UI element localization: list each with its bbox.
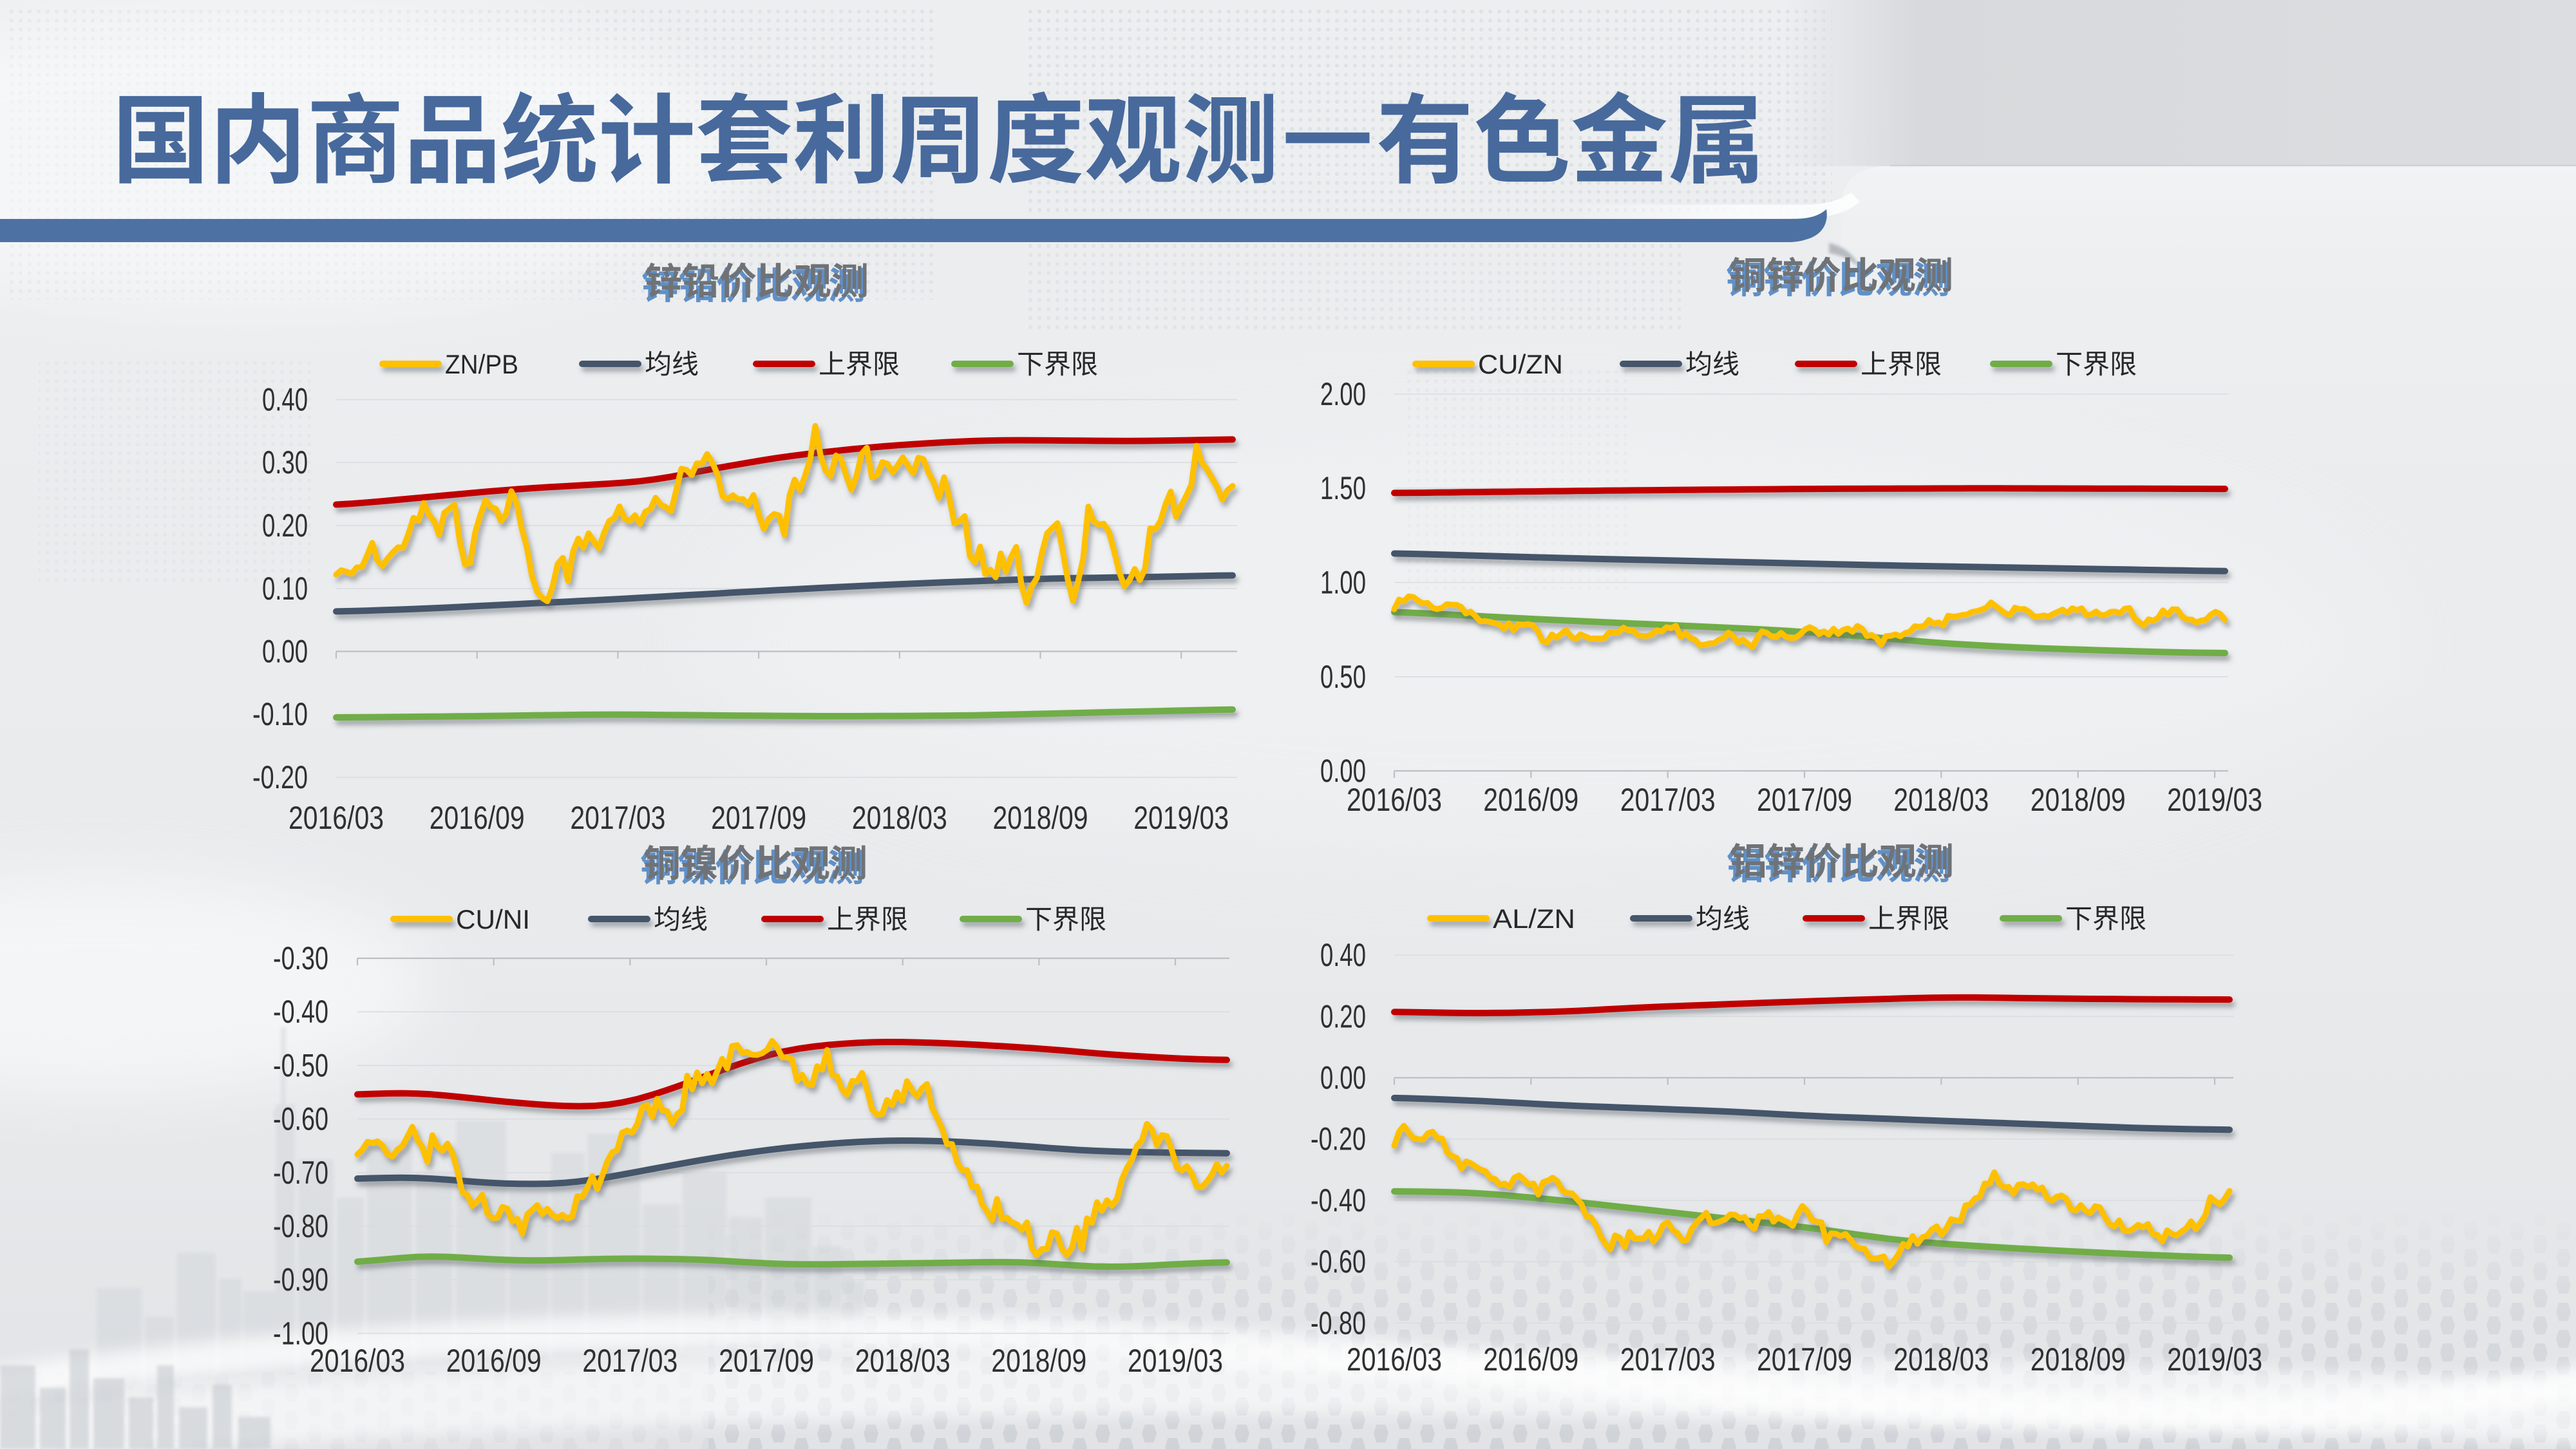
svg-text:2019/03: 2019/03 — [1128, 1343, 1223, 1379]
svg-text:ZN/PB: ZN/PB — [445, 349, 518, 379]
svg-text:-0.10: -0.10 — [252, 696, 308, 732]
svg-text:AL/ZN: AL/ZN — [1493, 904, 1575, 934]
svg-text:0.50: 0.50 — [1320, 659, 1366, 695]
svg-text:2018/03: 2018/03 — [1893, 1341, 1989, 1378]
svg-text:2.00: 2.00 — [1320, 376, 1366, 412]
svg-text:0.20: 0.20 — [1320, 998, 1366, 1034]
svg-text:2019/03: 2019/03 — [1133, 800, 1229, 836]
svg-text:CU/NI: CU/NI — [456, 904, 530, 934]
svg-text:-0.60: -0.60 — [273, 1101, 328, 1137]
svg-text:2016/09: 2016/09 — [430, 800, 525, 836]
svg-text:1.50: 1.50 — [1320, 470, 1366, 506]
svg-text:2019/03: 2019/03 — [2167, 782, 2262, 818]
svg-text:2018/03: 2018/03 — [855, 1343, 951, 1379]
svg-text:-0.50: -0.50 — [273, 1047, 328, 1083]
svg-text:2016/03: 2016/03 — [289, 800, 384, 836]
svg-text:-0.60: -0.60 — [1311, 1244, 1366, 1280]
svg-text:0.40: 0.40 — [262, 382, 308, 418]
svg-text:-0.70: -0.70 — [273, 1155, 328, 1191]
svg-text:CU/ZN: CU/ZN — [1478, 349, 1563, 379]
svg-text:2017/03: 2017/03 — [1620, 1341, 1716, 1378]
svg-text:2017/09: 2017/09 — [1757, 782, 1852, 818]
svg-text:2017/03: 2017/03 — [1620, 782, 1716, 818]
svg-text:0.20: 0.20 — [262, 507, 308, 544]
svg-text:2016/03: 2016/03 — [310, 1343, 405, 1379]
svg-text:-0.90: -0.90 — [273, 1262, 328, 1298]
svg-text:2018/09: 2018/09 — [2031, 782, 2126, 818]
svg-text:2018/03: 2018/03 — [1893, 782, 1989, 818]
svg-text:-0.40: -0.40 — [1311, 1182, 1366, 1218]
svg-text:2017/09: 2017/09 — [1757, 1341, 1852, 1378]
svg-text:0.10: 0.10 — [262, 571, 308, 607]
svg-text:-0.30: -0.30 — [273, 940, 328, 976]
svg-text:2018/09: 2018/09 — [991, 1343, 1086, 1379]
svg-text:2016/03: 2016/03 — [1347, 1341, 1442, 1378]
svg-text:-0.40: -0.40 — [273, 994, 328, 1030]
svg-text:2019/03: 2019/03 — [2167, 1341, 2262, 1378]
svg-text:0.00: 0.00 — [1320, 753, 1366, 789]
svg-text:2016/09: 2016/09 — [1483, 782, 1578, 818]
svg-text:2016/09: 2016/09 — [446, 1343, 542, 1379]
svg-text:-0.20: -0.20 — [1311, 1121, 1366, 1157]
svg-text:-1.00: -1.00 — [273, 1315, 328, 1351]
svg-text:2016/03: 2016/03 — [1347, 782, 1442, 818]
svg-text:0.00: 0.00 — [262, 634, 308, 670]
svg-text:0.30: 0.30 — [262, 444, 308, 480]
svg-text:0.40: 0.40 — [1320, 937, 1366, 973]
svg-text:2018/09: 2018/09 — [993, 800, 1088, 836]
svg-text:0.00: 0.00 — [1320, 1060, 1366, 1096]
svg-text:-0.20: -0.20 — [252, 759, 308, 795]
svg-text:2017/09: 2017/09 — [719, 1343, 814, 1379]
svg-text:1.00: 1.00 — [1320, 565, 1366, 601]
svg-text:2018/09: 2018/09 — [2031, 1341, 2126, 1378]
svg-text:2017/09: 2017/09 — [711, 800, 806, 836]
svg-text:-0.80: -0.80 — [1311, 1305, 1366, 1341]
svg-text:2018/03: 2018/03 — [852, 800, 947, 836]
svg-text:2017/03: 2017/03 — [570, 800, 665, 836]
svg-text:2016/09: 2016/09 — [1483, 1341, 1578, 1378]
svg-text:2017/03: 2017/03 — [582, 1343, 677, 1379]
svg-text:-0.80: -0.80 — [273, 1208, 328, 1244]
